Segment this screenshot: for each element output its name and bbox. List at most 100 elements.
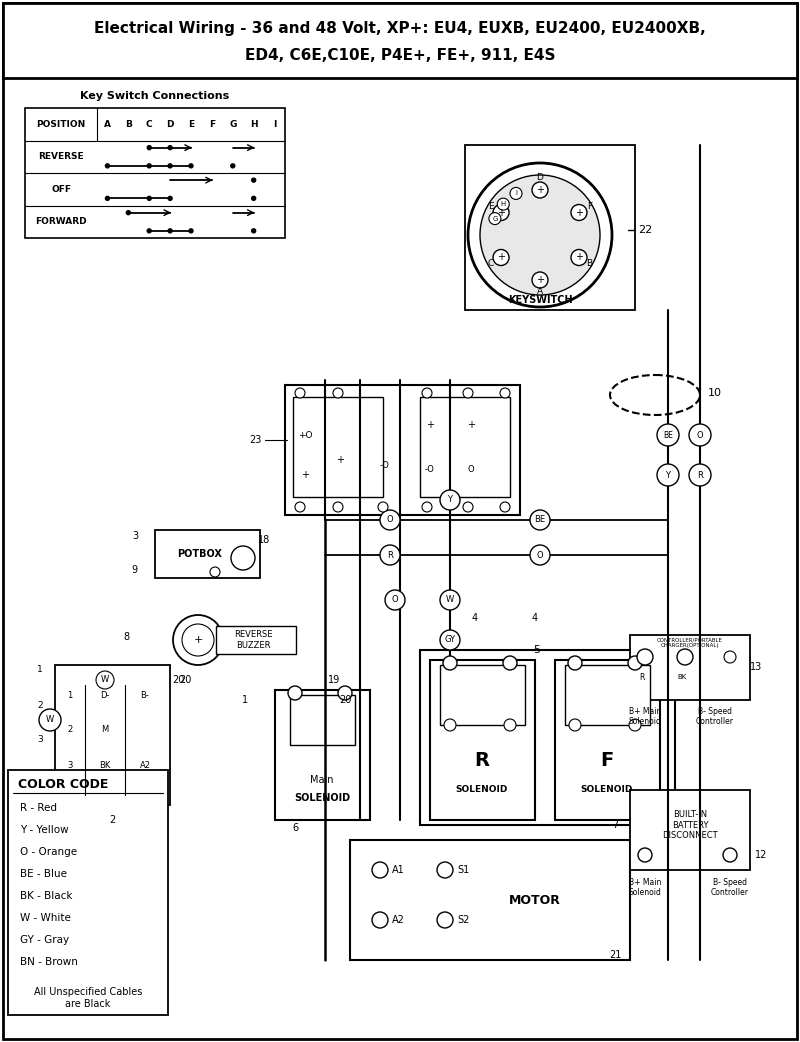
Text: SOLENOID: SOLENOID xyxy=(294,793,350,803)
Bar xyxy=(25,108,285,238)
Text: A: A xyxy=(537,288,543,297)
Bar xyxy=(55,665,170,805)
Text: 1: 1 xyxy=(67,691,73,699)
Bar xyxy=(465,145,635,311)
Circle shape xyxy=(333,388,343,398)
Circle shape xyxy=(628,656,642,670)
Text: E: E xyxy=(188,120,194,129)
Bar xyxy=(420,397,510,497)
Text: 3: 3 xyxy=(67,761,73,769)
Bar xyxy=(216,626,296,654)
Text: +: + xyxy=(336,455,344,465)
Circle shape xyxy=(288,686,302,700)
Text: -O: -O xyxy=(425,466,435,474)
Text: 4: 4 xyxy=(472,613,478,623)
Circle shape xyxy=(422,388,432,398)
Text: F: F xyxy=(587,202,592,210)
Text: H: H xyxy=(250,120,258,129)
Circle shape xyxy=(168,164,172,168)
Text: F: F xyxy=(209,120,215,129)
Bar xyxy=(440,665,525,725)
Text: R - Red: R - Red xyxy=(20,803,57,813)
Circle shape xyxy=(489,213,501,225)
Text: BE - Blue: BE - Blue xyxy=(20,869,67,879)
Circle shape xyxy=(231,546,255,570)
Text: B- Speed
Controller: B- Speed Controller xyxy=(711,878,749,897)
Circle shape xyxy=(372,862,388,878)
Bar xyxy=(630,790,750,870)
Text: Y - Yellow: Y - Yellow xyxy=(20,825,69,835)
Circle shape xyxy=(500,502,510,512)
Circle shape xyxy=(638,848,652,862)
Circle shape xyxy=(724,651,736,663)
Circle shape xyxy=(372,912,388,928)
Circle shape xyxy=(498,198,510,210)
Circle shape xyxy=(380,510,400,530)
Circle shape xyxy=(532,182,548,198)
Text: SOLENOID: SOLENOID xyxy=(456,786,508,794)
Text: +: + xyxy=(467,420,475,430)
Circle shape xyxy=(657,424,679,446)
Circle shape xyxy=(380,545,400,565)
Circle shape xyxy=(504,719,516,731)
Text: +: + xyxy=(536,275,544,286)
Text: -O: -O xyxy=(380,461,390,470)
Text: SOLENOID: SOLENOID xyxy=(581,786,633,794)
Text: Key Switch Connections: Key Switch Connections xyxy=(80,91,230,101)
Text: POSITION: POSITION xyxy=(36,120,86,129)
Text: GY: GY xyxy=(445,636,455,645)
Text: Main: Main xyxy=(310,775,334,785)
Bar xyxy=(420,650,675,825)
Text: BUILT-IN
BATTERY
DISCONNECT: BUILT-IN BATTERY DISCONNECT xyxy=(662,810,718,840)
Text: 20: 20 xyxy=(179,675,191,685)
Text: O: O xyxy=(392,595,398,604)
Text: KEYSWITCH: KEYSWITCH xyxy=(508,295,572,305)
Circle shape xyxy=(571,204,587,221)
Text: +: + xyxy=(497,252,505,263)
Circle shape xyxy=(147,229,151,232)
Bar xyxy=(290,695,355,745)
Circle shape xyxy=(147,146,151,150)
Text: F: F xyxy=(600,750,614,769)
Text: REVERSE: REVERSE xyxy=(38,152,84,162)
Text: 2: 2 xyxy=(109,815,115,825)
Text: O: O xyxy=(468,466,474,474)
Text: B+ Main
Solenoid: B+ Main Solenoid xyxy=(629,708,662,726)
Circle shape xyxy=(147,164,151,168)
Text: B: B xyxy=(125,120,132,129)
Text: +: + xyxy=(536,185,544,195)
Text: ED4, C6E,C10E, P4E+, FE+, 911, E4S: ED4, C6E,C10E, P4E+, FE+, 911, E4S xyxy=(245,48,555,63)
Text: R: R xyxy=(697,471,703,479)
Circle shape xyxy=(437,912,453,928)
Circle shape xyxy=(532,272,548,288)
Text: B-: B- xyxy=(141,691,150,699)
Text: A2: A2 xyxy=(392,915,405,925)
Bar xyxy=(155,530,260,578)
Circle shape xyxy=(295,502,305,512)
Text: S1: S1 xyxy=(457,865,470,875)
Circle shape xyxy=(210,567,220,577)
Text: B- Speed
Controller: B- Speed Controller xyxy=(696,708,734,726)
Text: R: R xyxy=(639,672,645,681)
Circle shape xyxy=(230,164,234,168)
Text: POTBOX: POTBOX xyxy=(178,549,222,559)
Text: OFF: OFF xyxy=(51,184,71,194)
Text: M: M xyxy=(102,725,109,735)
Text: D: D xyxy=(166,120,174,129)
Text: A1: A1 xyxy=(392,865,405,875)
Text: BK: BK xyxy=(99,761,110,769)
Text: 23: 23 xyxy=(250,435,262,445)
Text: O: O xyxy=(537,550,543,560)
Text: COLOR CODE: COLOR CODE xyxy=(18,777,108,791)
Text: E: E xyxy=(488,202,494,210)
Text: BK: BK xyxy=(678,674,686,680)
Text: W: W xyxy=(446,595,454,604)
Circle shape xyxy=(189,229,193,232)
Text: CONTROLLER/PORTABLE
CHARGER(OPTIONAL): CONTROLLER/PORTABLE CHARGER(OPTIONAL) xyxy=(657,638,723,648)
Circle shape xyxy=(96,671,114,689)
Text: Y: Y xyxy=(447,496,453,504)
Text: 1: 1 xyxy=(242,695,248,705)
Text: 8: 8 xyxy=(124,632,130,642)
Circle shape xyxy=(147,196,151,200)
Circle shape xyxy=(385,590,405,610)
